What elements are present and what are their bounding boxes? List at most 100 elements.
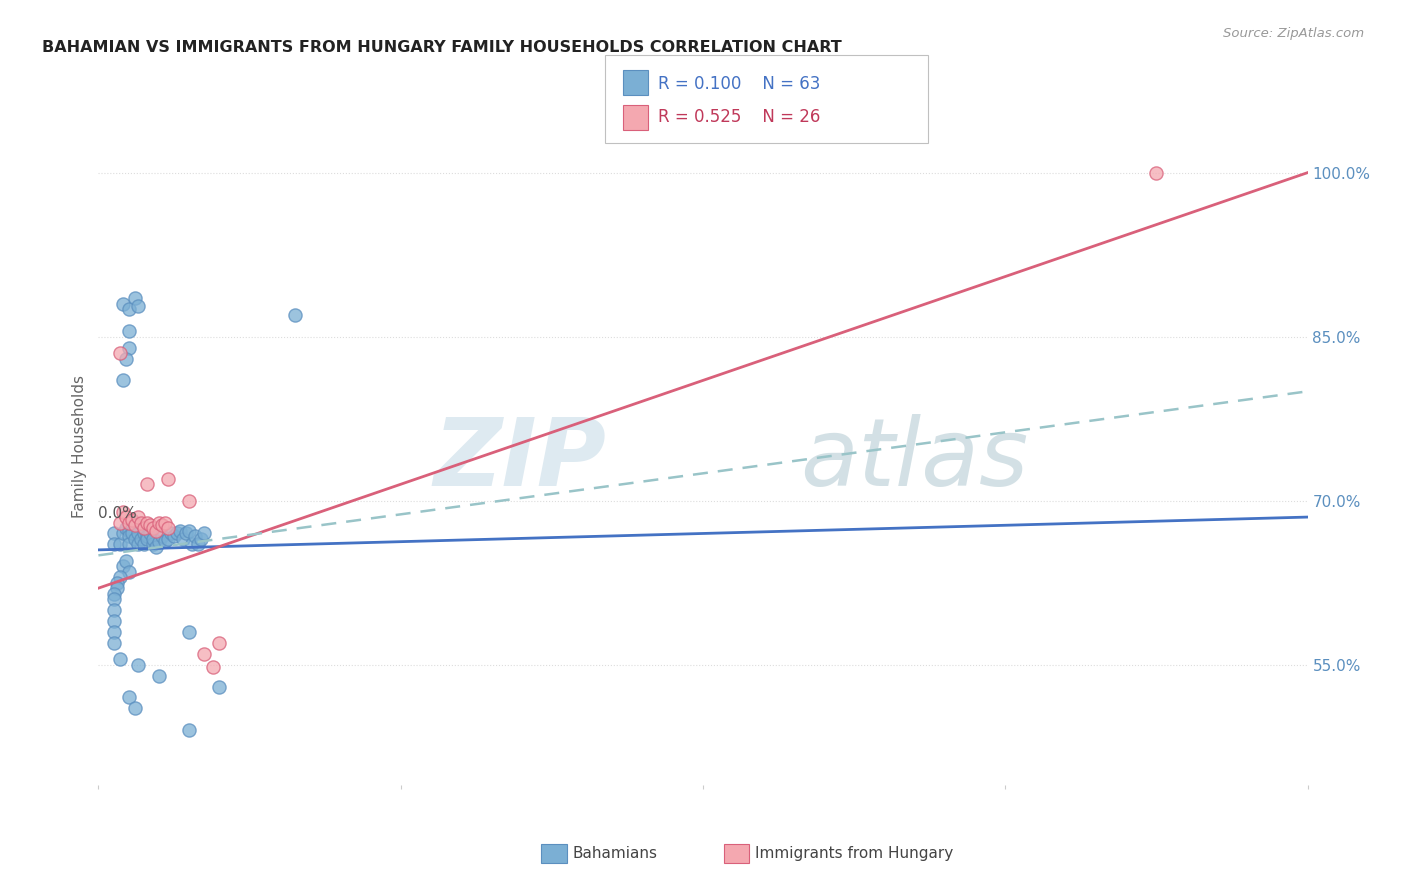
Point — [127, 537, 149, 551]
Point — [118, 516, 141, 530]
Point — [142, 521, 165, 535]
Point — [187, 537, 209, 551]
Point — [163, 529, 186, 543]
Point — [127, 299, 149, 313]
Point — [142, 537, 165, 551]
Text: Immigrants from Hungary: Immigrants from Hungary — [755, 847, 953, 861]
Text: R = 0.525    N = 26: R = 0.525 N = 26 — [658, 108, 820, 126]
Point — [179, 723, 201, 738]
Point — [132, 537, 155, 551]
Point — [108, 516, 131, 530]
Text: BAHAMIAN VS IMMIGRANTS FROM HUNGARY FAMILY HOUSEHOLDS CORRELATION CHART: BAHAMIAN VS IMMIGRANTS FROM HUNGARY FAMI… — [42, 40, 842, 55]
Point — [193, 647, 215, 661]
Point — [160, 526, 183, 541]
Point — [181, 537, 204, 551]
Point — [118, 565, 141, 579]
Point — [156, 521, 179, 535]
Point — [127, 657, 149, 672]
Point — [108, 346, 131, 360]
Point — [190, 532, 212, 546]
Point — [114, 554, 136, 568]
Point — [179, 524, 201, 539]
Point — [118, 529, 141, 543]
Point — [284, 308, 307, 322]
Text: atlas: atlas — [800, 414, 1028, 505]
Point — [135, 477, 157, 491]
Point — [156, 472, 179, 486]
Point — [108, 652, 131, 666]
Point — [105, 575, 128, 590]
Point — [124, 532, 146, 546]
Point — [127, 510, 149, 524]
Point — [114, 521, 136, 535]
Point — [135, 532, 157, 546]
Point — [103, 636, 125, 650]
Point — [1144, 166, 1167, 180]
Y-axis label: Family Households: Family Households — [72, 375, 87, 517]
Point — [127, 526, 149, 541]
Point — [129, 516, 152, 530]
Text: ZIP: ZIP — [433, 414, 606, 506]
Point — [150, 529, 173, 543]
Point — [150, 517, 173, 532]
Point — [124, 701, 146, 715]
Point — [108, 570, 131, 584]
Point — [121, 526, 143, 541]
Point — [148, 516, 170, 530]
Point — [148, 668, 170, 682]
Point — [132, 521, 155, 535]
Text: 0.0%: 0.0% — [98, 506, 138, 521]
Point — [103, 526, 125, 541]
Point — [105, 581, 128, 595]
Point — [174, 526, 197, 541]
Point — [142, 532, 165, 546]
Point — [169, 524, 191, 539]
Point — [118, 341, 141, 355]
Point — [121, 513, 143, 527]
Point — [172, 532, 194, 546]
Point — [111, 526, 134, 541]
Point — [166, 526, 188, 541]
Point — [114, 510, 136, 524]
Point — [103, 537, 125, 551]
Point — [118, 690, 141, 705]
Point — [108, 537, 131, 551]
Text: Source: ZipAtlas.com: Source: ZipAtlas.com — [1223, 27, 1364, 40]
Point — [139, 517, 162, 532]
Point — [118, 324, 141, 338]
Point — [179, 624, 201, 639]
Point — [111, 505, 134, 519]
Point — [103, 603, 125, 617]
Point — [153, 534, 176, 549]
Point — [124, 517, 146, 532]
Text: Bahamians: Bahamians — [572, 847, 657, 861]
Point — [103, 592, 125, 607]
Point — [145, 540, 167, 554]
Point — [202, 660, 225, 674]
Point — [135, 516, 157, 530]
Point — [148, 535, 170, 549]
Point — [208, 636, 231, 650]
Point — [111, 559, 134, 574]
Point — [118, 524, 141, 539]
Point — [184, 529, 207, 543]
Point — [103, 586, 125, 600]
Point — [208, 680, 231, 694]
Point — [118, 537, 141, 551]
Point — [179, 493, 201, 508]
Point — [118, 302, 141, 317]
Point — [193, 526, 215, 541]
Point — [145, 524, 167, 539]
Point — [135, 529, 157, 543]
Point — [111, 297, 134, 311]
Point — [103, 614, 125, 628]
Point — [132, 526, 155, 541]
Text: R = 0.100    N = 63: R = 0.100 N = 63 — [658, 75, 820, 93]
Point — [156, 532, 179, 546]
Point — [124, 292, 146, 306]
Point — [111, 373, 134, 387]
Point — [124, 516, 146, 530]
Point — [132, 521, 155, 535]
Point — [153, 516, 176, 530]
Point — [139, 526, 162, 541]
